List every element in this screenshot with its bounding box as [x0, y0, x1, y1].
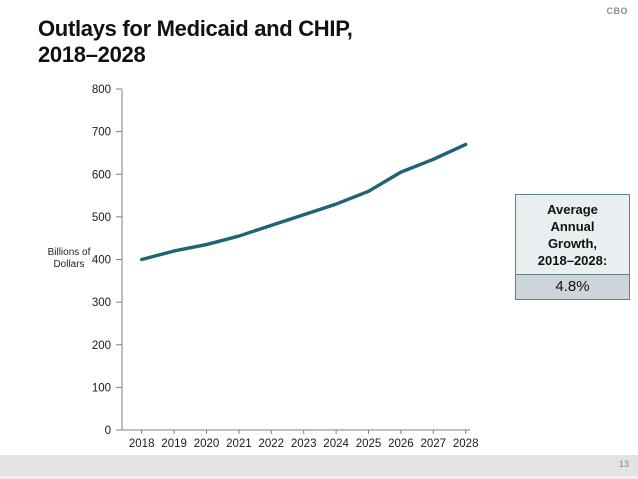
x-tick-label: 2024: [323, 438, 349, 450]
cbo-logo: CBO: [606, 6, 628, 16]
y-axis-label: Billions of Dollars: [47, 247, 91, 270]
y-tick-label: 400: [92, 255, 111, 267]
x-tick-label: 2027: [421, 438, 447, 450]
footer-bar: 13: [0, 455, 638, 476]
x-tick-label: 2019: [161, 438, 187, 450]
y-tick-label: 600: [92, 169, 111, 181]
x-tick-label: 2026: [388, 438, 414, 450]
x-tick-label: 2021: [226, 438, 252, 450]
x-tick-label: 2023: [291, 438, 317, 450]
x-tick-label: 2018: [129, 438, 155, 450]
y-tick-label: 100: [92, 382, 111, 394]
average-annual-growth-callout: Average Annual Growth, 2018–2028: 4.8%: [515, 194, 630, 300]
slide-title: Outlays for Medicaid and CHIP, 2018–2028: [38, 16, 353, 67]
y-tick-label: 0: [105, 425, 111, 437]
x-tick-label: 2020: [194, 438, 220, 450]
outlays-line: [139, 142, 468, 262]
y-tick-label: 300: [92, 297, 111, 309]
page-number: 13: [618, 459, 629, 469]
x-tick-label: 2025: [356, 438, 382, 450]
callout-value: 4.8%: [516, 274, 629, 299]
y-tick-label: 700: [92, 127, 111, 139]
x-tick-label: 2022: [259, 438, 285, 450]
y-tick-label: 200: [92, 340, 111, 352]
y-tick-label: 800: [92, 84, 111, 96]
footer-strip: [0, 476, 638, 479]
y-tick-label: 500: [92, 212, 111, 224]
callout-header: Average Annual Growth, 2018–2028:: [537, 202, 608, 268]
x-tick-label: 2028: [453, 438, 479, 450]
